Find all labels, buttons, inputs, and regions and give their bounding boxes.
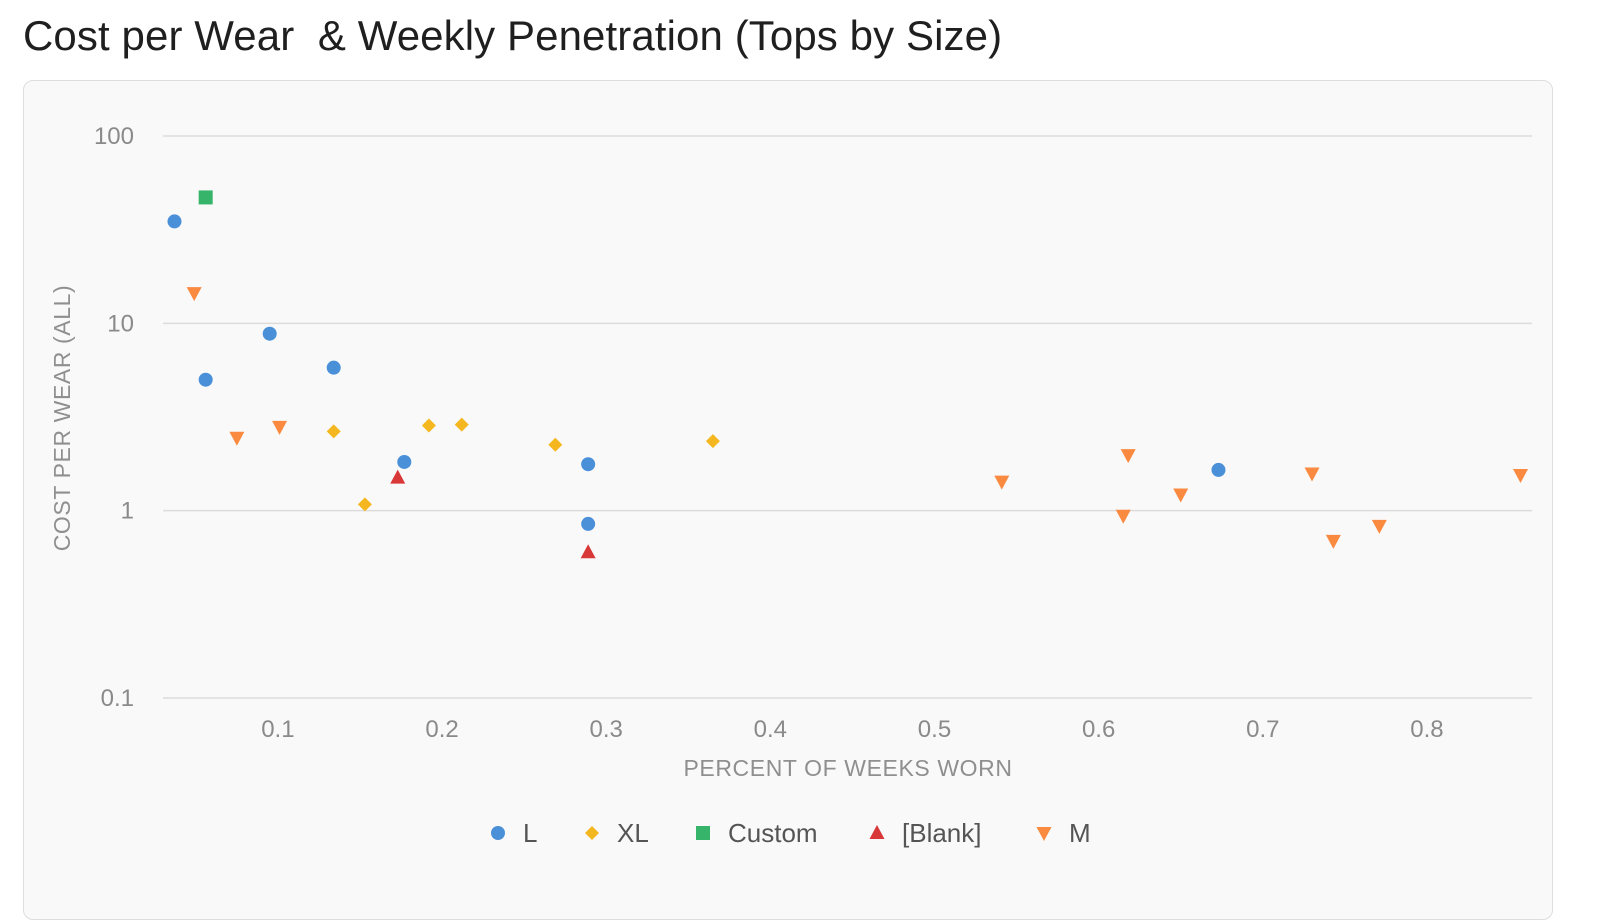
data-point-m: [994, 475, 1010, 490]
legend: L XL Custom [Blank] M: [491, 818, 1091, 848]
y-axis-title: COST PER WEAR (ALL): [49, 285, 75, 552]
data-point-xl: [454, 417, 469, 432]
data-point-l: [581, 457, 596, 472]
chart-card: [23, 80, 1553, 920]
data-point-xl: [705, 434, 720, 449]
data-point-m: [1325, 534, 1341, 549]
y-tick-label: 0.1: [101, 685, 134, 712]
x-tick-label: 0.2: [425, 716, 458, 743]
legend-label-m: M: [1069, 818, 1091, 848]
legend-label-xl: XL: [617, 818, 649, 848]
x-tick-label: 0.4: [754, 716, 787, 743]
page-title: Cost per Wear & Weekly Penetration (Tops…: [23, 12, 1003, 59]
data-point-l: [581, 516, 596, 531]
data-point-custom: [198, 190, 213, 205]
data-point-m: [1513, 469, 1529, 484]
data-point-xl: [548, 437, 563, 452]
legend-marker-xl: [585, 826, 599, 840]
data-point-l: [262, 326, 277, 341]
data-point-xl: [357, 497, 372, 512]
x-tick-label: 0.1: [261, 716, 294, 743]
data-point-xl: [326, 424, 341, 439]
legend-label-blank: [Blank]: [902, 818, 982, 848]
legend-label-l: L: [523, 818, 537, 848]
x-tick-label: 0.7: [1246, 716, 1279, 743]
x-tick-label: 0.8: [1410, 716, 1443, 743]
y-axis-ticks: 0.1 1 10 100: [94, 123, 134, 712]
data-point-m: [1120, 449, 1136, 464]
legend-marker-custom: [696, 826, 710, 840]
data-point-l: [167, 214, 182, 229]
data-point-l: [326, 360, 341, 375]
data-point-m: [1371, 519, 1387, 534]
data-points: [167, 190, 1529, 559]
x-axis-ticks: 0.1 0.2 0.3 0.4 0.5 0.6 0.7 0.8: [261, 716, 1443, 743]
x-axis-title: PERCENT OF WEEKS WORN: [683, 755, 1012, 781]
data-point-blank: [390, 469, 406, 484]
data-point-l: [198, 372, 213, 387]
data-point-l: [1211, 462, 1226, 477]
legend-marker-l: [491, 826, 505, 840]
data-point-xl: [421, 418, 436, 433]
x-tick-label: 0.3: [590, 716, 623, 743]
y-tick-label: 1: [121, 498, 134, 525]
data-point-m: [1173, 488, 1189, 503]
legend-marker-blank: [869, 825, 885, 839]
data-point-m: [186, 287, 202, 302]
legend-marker-m: [1036, 827, 1052, 841]
x-tick-label: 0.6: [1082, 716, 1115, 743]
legend-label-custom: Custom: [728, 818, 818, 848]
gridlines: [163, 135, 1532, 699]
data-point-m: [272, 420, 288, 435]
x-tick-label: 0.5: [918, 716, 951, 743]
data-point-m: [1115, 509, 1131, 524]
data-point-l: [397, 454, 412, 469]
data-point-m: [1304, 467, 1320, 482]
y-tick-label: 100: [94, 123, 134, 150]
data-point-m: [229, 431, 245, 446]
data-point-blank: [580, 544, 596, 559]
y-tick-label: 10: [107, 310, 134, 337]
